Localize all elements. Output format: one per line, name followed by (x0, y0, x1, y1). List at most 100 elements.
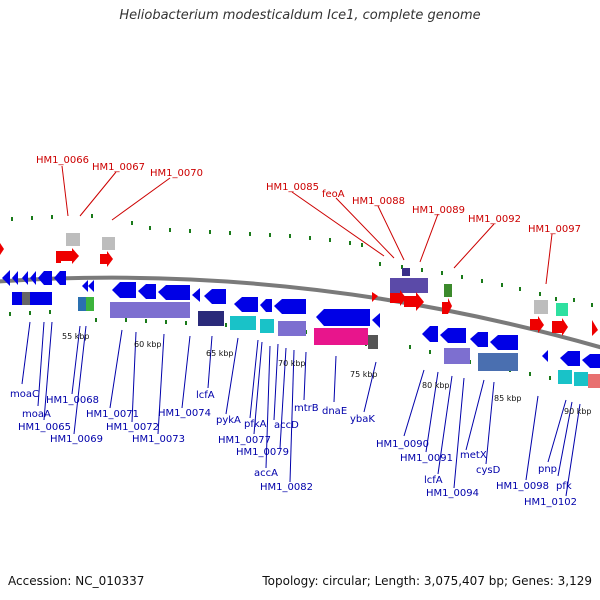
forward-label: HM1_0085 (266, 182, 319, 193)
reverse-label: cysD (476, 465, 501, 476)
tick-label: 60 kbp (134, 340, 162, 349)
accession-label: Accession: NC_010337 (8, 574, 145, 588)
reverse-gene (582, 354, 600, 368)
cog-block (260, 319, 274, 333)
reverse-gene (30, 271, 36, 285)
forward-label: HM1_0089 (412, 205, 465, 216)
reverse-gene (88, 280, 94, 292)
cog-block (278, 321, 306, 336)
reverse-label: ybaK (350, 414, 375, 425)
reverse-gene (234, 297, 258, 312)
reverse-gene (372, 313, 380, 328)
reverse-label: HM1_0074 (158, 408, 211, 419)
reverse-label: HM1_0091 (400, 453, 453, 464)
reverse-label: HM1_0090 (376, 439, 429, 450)
reverse-gene (192, 288, 200, 302)
genome-backbone (0, 275, 600, 350)
forward-label: HM1_0092 (468, 214, 521, 225)
cog-block (230, 316, 256, 330)
cog-block (444, 284, 452, 297)
tick-label: 85 kbp (494, 394, 522, 403)
forward-gene (372, 292, 378, 302)
reverse-label: HM1_0069 (50, 434, 103, 445)
reverse-label: HM1_0077 (218, 435, 271, 446)
reverse-label: HM1_0082 (260, 482, 313, 493)
cog-block (86, 297, 94, 311)
reverse-label: dnaE (322, 406, 347, 417)
forward-label: HM1_0088 (352, 196, 405, 207)
cog-block (588, 374, 600, 388)
reverse-gene (560, 351, 580, 366)
kbp-ticks: 55 kbp 60 kbp 65 kbp 70 kbp 75 kbp 80 kb… (62, 332, 592, 416)
forward-gene (100, 251, 113, 267)
cog-block (38, 292, 52, 305)
cog-block (314, 328, 368, 345)
reverse-label: pykA (216, 415, 241, 426)
forward-gene (592, 320, 598, 336)
cog-block (558, 370, 572, 384)
reverse-features (2, 270, 600, 388)
cog-block (110, 302, 190, 318)
cog-block (30, 292, 38, 305)
reverse-label: accA (254, 468, 278, 479)
forward-gene (56, 251, 61, 263)
cog-block (102, 237, 115, 250)
cog-block (444, 348, 470, 364)
reverse-label: HM1_0079 (236, 447, 289, 458)
forward-gene (530, 316, 544, 333)
forward-label: HM1_0066 (36, 155, 89, 166)
reverse-label: HM1_0073 (132, 434, 185, 445)
reverse-gene (82, 280, 88, 292)
reverse-gene (470, 332, 488, 347)
cog-block (22, 292, 30, 305)
reverse-gene (316, 309, 370, 326)
cog-block (402, 268, 410, 276)
cog-block (390, 278, 428, 293)
map-title: Heliobacterium modesticaldum Ice1, compl… (119, 8, 481, 23)
cog-block (368, 335, 378, 349)
reverse-gene (54, 271, 66, 285)
reverse-label: lcfA (196, 390, 215, 401)
reverse-label: accD (274, 420, 299, 431)
reverse-label: pfk (556, 481, 572, 492)
reverse-label: HM1_0068 (46, 395, 99, 406)
reverse-labels: moaC moaA HM1_0065 HM1_0068 HM1_0069 HM1… (10, 389, 577, 508)
reverse-label: pnp (538, 464, 557, 475)
reverse-gene (274, 299, 306, 314)
cog-block (478, 353, 518, 371)
reverse-gene (22, 271, 28, 285)
reverse-label: mtrB (294, 403, 319, 414)
cog-block (556, 303, 568, 316)
tick-label: 55 kbp (62, 332, 90, 341)
cog-block (534, 300, 548, 314)
reverse-gene (2, 270, 10, 286)
reverse-gene (204, 289, 226, 304)
cog-block (78, 297, 86, 311)
reverse-gene (422, 326, 438, 342)
forward-gene (442, 298, 452, 314)
forward-label: HM1_0070 (150, 168, 203, 179)
reverse-gene (158, 285, 190, 300)
forward-label: feoA (322, 189, 345, 200)
forward-label: HM1_0067 (92, 162, 145, 173)
forward-gene (0, 243, 4, 255)
reverse-gene (38, 271, 52, 285)
reverse-gene (542, 350, 548, 362)
tick-label: 80 kbp (422, 381, 450, 390)
reverse-label: HM1_0072 (106, 422, 159, 433)
cog-block (12, 292, 22, 305)
forward-leaders (61, 165, 553, 285)
cog-block (198, 311, 224, 326)
forward-features (0, 233, 598, 336)
tick-label: 75 kbp (350, 370, 378, 379)
reverse-label: metX (460, 450, 487, 461)
cog-block (66, 233, 80, 246)
reverse-leaders (21, 321, 581, 497)
reverse-gene (138, 284, 156, 299)
forward-gene (60, 248, 79, 264)
forward-labels: HM1_0066 HM1_0067 HM1_0070 HM1_0085 feoA… (36, 155, 581, 235)
reverse-gene (440, 328, 466, 343)
reverse-label: pfkA (244, 419, 267, 430)
reverse-label: moaC (10, 389, 39, 400)
